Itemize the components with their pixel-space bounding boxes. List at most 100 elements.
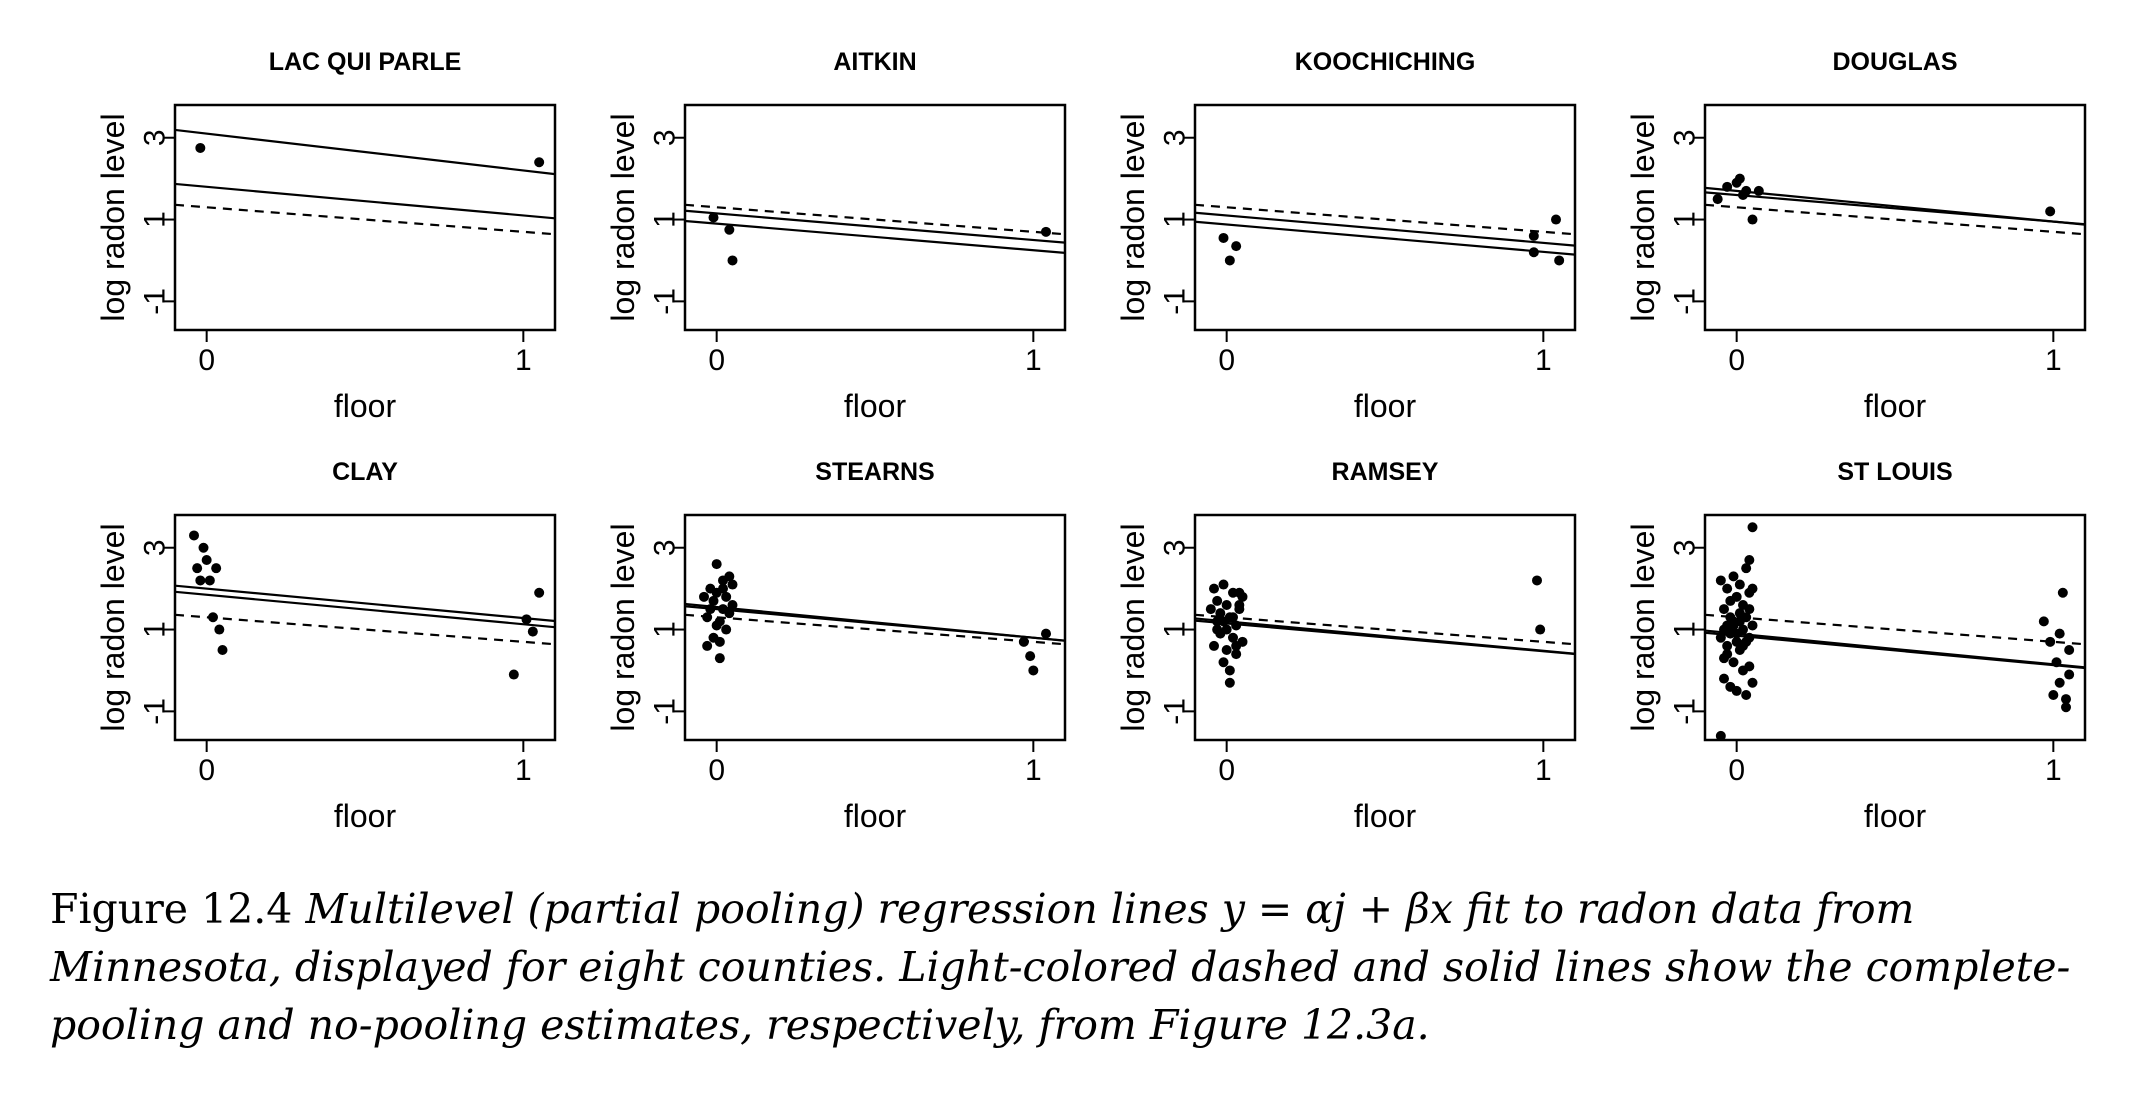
data-point (1212, 595, 1223, 606)
data-point (1744, 661, 1755, 672)
data-point (1722, 640, 1733, 651)
data-point (1218, 657, 1229, 668)
data-point (527, 626, 538, 637)
data-point (521, 614, 532, 625)
data-point (1205, 604, 1216, 615)
y-tick-label: 3 (1159, 129, 1192, 146)
data-point (1753, 185, 1764, 196)
data-point (1744, 555, 1755, 565)
data-point (1728, 657, 1739, 668)
data-point (727, 579, 738, 590)
panel-title: AITKIN (833, 48, 916, 76)
regression-line (1705, 191, 2085, 226)
data-point (1212, 624, 1223, 635)
regression-lines (1195, 203, 1575, 256)
x-axis-label: floor (844, 388, 907, 424)
x-tick-label: 1 (515, 344, 532, 377)
regression-line (175, 590, 555, 629)
y-axis-label: log radon level (1625, 523, 1661, 731)
y-tick-label: -1 (1159, 288, 1192, 315)
y-tick-label: -1 (1159, 698, 1192, 725)
data-point (508, 669, 519, 680)
y-tick-label: -1 (139, 698, 172, 725)
data-point (1747, 583, 1758, 594)
panel: DOUGLAS -1 1 3 0 1 floor log radon level (1625, 48, 2087, 424)
data-point (1747, 522, 1758, 533)
panel: KOOCHICHING -1 1 3 0 1 floor log radon level (1115, 48, 1577, 424)
data-point (711, 620, 722, 631)
data-point (1231, 620, 1242, 631)
panel-title: ST LOUIS (1837, 458, 1952, 486)
regression-line (685, 209, 1065, 244)
y-axis-label: log radon level (95, 523, 131, 731)
data-point (1041, 628, 1051, 639)
data-point (2045, 206, 2056, 217)
x-axis-label: floor (1864, 388, 1927, 424)
data-point (1728, 571, 1739, 582)
y-tick-label: 3 (649, 129, 682, 146)
data-point (1551, 214, 1561, 225)
x-tick-label: 0 (1218, 754, 1235, 787)
y-tick-label: 1 (1669, 211, 1702, 228)
data-point (2061, 694, 2071, 705)
plot-frame (173, 513, 557, 742)
x-tick-label: 0 (198, 754, 215, 787)
data-point (204, 575, 215, 586)
caption-body: Multilevel (partial pooling) regression … (50, 885, 2071, 1049)
data-point (724, 608, 735, 619)
data-point (1528, 230, 1539, 241)
data-point (1741, 690, 1752, 700)
x-axis-label: floor (1864, 798, 1927, 834)
y-tick-label: 1 (139, 621, 172, 638)
data-point (195, 142, 206, 153)
panel-title: STEARNS (815, 458, 934, 486)
x-tick-label: 0 (1728, 344, 1745, 377)
y-tick-label: 1 (649, 621, 682, 638)
data-point (1725, 612, 1736, 623)
data-point (1221, 645, 1232, 655)
data-point (1231, 241, 1242, 252)
data-point (1747, 214, 1758, 225)
data-point (1734, 579, 1745, 590)
regression-lines (1705, 613, 2085, 670)
y-tick-label: 3 (1159, 539, 1192, 556)
data-point (1528, 247, 1539, 258)
y-tick-label: 3 (139, 539, 172, 556)
regression-lines (685, 602, 1065, 646)
data-point (1747, 677, 1758, 688)
complete-pooling-line (1705, 613, 2085, 646)
data-point (1731, 685, 1742, 696)
y-axis-label: log radon level (95, 113, 131, 321)
x-tick-label: 1 (1535, 344, 1552, 377)
plot-frame (1703, 513, 2087, 742)
y-tick-label: -1 (649, 288, 682, 315)
data-point (1221, 600, 1232, 610)
y-tick-label: 3 (1669, 129, 1702, 146)
x-tick-label: 1 (1535, 754, 1552, 787)
data-point (1715, 730, 1726, 741)
panel: STEARNS -1 1 3 0 1 floor log radon level (605, 458, 1067, 834)
y-axis-label: log radon level (1625, 113, 1661, 321)
data-point (2051, 657, 2062, 668)
complete-pooling-line (175, 203, 555, 236)
panel: CLAY -1 1 3 0 1 floor log radon level (95, 458, 557, 834)
data-point (1231, 640, 1242, 651)
data-point (2064, 645, 2075, 655)
x-tick-label: 0 (708, 754, 725, 787)
data-point (214, 624, 225, 635)
data-point (1741, 636, 1752, 647)
data-point (718, 583, 728, 594)
x-tick-label: 0 (708, 344, 725, 377)
y-tick-label: 1 (649, 211, 682, 228)
data-point (2045, 636, 2056, 647)
data-point (1734, 173, 1745, 184)
data-point (1237, 591, 1248, 602)
data-point (1731, 628, 1742, 639)
data-point (1234, 600, 1245, 610)
data-point (1722, 181, 1733, 192)
data-point (2064, 669, 2075, 680)
panel-title: RAMSEY (1332, 458, 1439, 486)
plot-frame (1193, 513, 1577, 742)
data-point (724, 224, 735, 235)
y-tick-label: 3 (1669, 539, 1702, 556)
